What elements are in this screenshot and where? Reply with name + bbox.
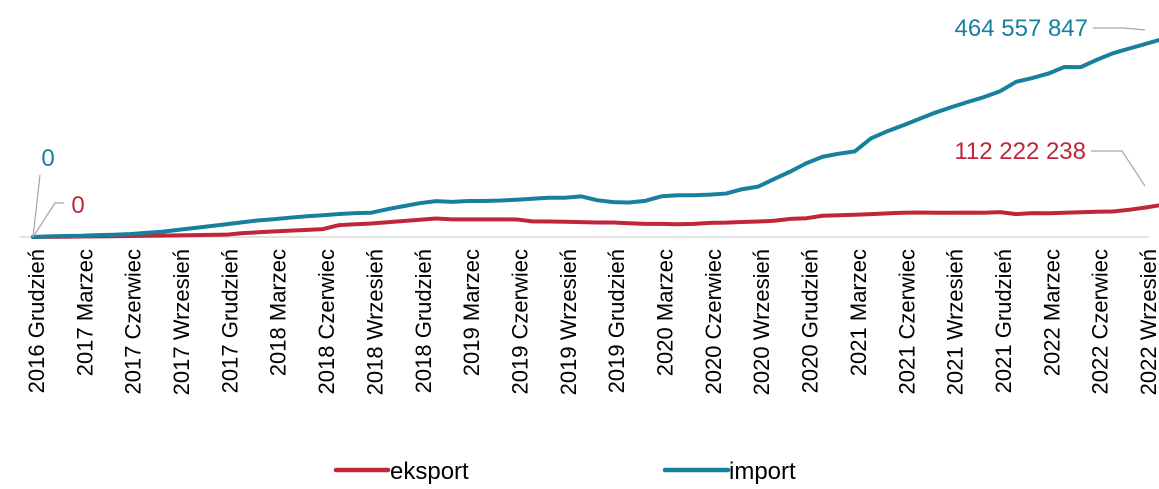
legend-item-import: import xyxy=(662,458,796,485)
x-tick-label: 2022 Marzec xyxy=(1039,249,1064,376)
series-line-import xyxy=(31,37,1159,239)
x-tick-label: 2019 Czerwiec xyxy=(507,249,532,395)
x-tick-label: 2017 Czerwiec xyxy=(121,249,146,395)
series-line-eksport xyxy=(31,203,1159,239)
annotation-leader-line xyxy=(1093,27,1146,31)
x-tick-label: 2018 Marzec xyxy=(266,249,291,376)
x-tick-label: 2020 Grudzień xyxy=(798,249,823,393)
data-label-eksport-start: 0 xyxy=(71,192,84,219)
data-labels: 00 464 557 847 112 222 238 xyxy=(32,15,1146,238)
x-tick-label: 2019 Wrzesień xyxy=(556,249,581,395)
series-lines xyxy=(31,37,1159,239)
x-tick-label: 2018 Czerwiec xyxy=(314,249,339,395)
x-tick-label: 2019 Grudzień xyxy=(604,249,629,393)
legend-label-import: import xyxy=(729,458,796,484)
x-tick-label: 2022 Wrzesień xyxy=(1136,249,1159,395)
x-axis: 2016 Grudzień 2017 Marzec 2017 Czerwiec 201… xyxy=(20,236,1159,395)
x-tick-label: 2016 Grudzień xyxy=(24,249,49,393)
annotation-leader-line xyxy=(1091,150,1146,187)
data-label-import-end: 464 557 847 xyxy=(955,15,1088,42)
x-tick-label: 2021 Wrzesień xyxy=(943,249,968,395)
annotation-leader-line xyxy=(32,174,41,238)
x-tick-label: 2019 Marzec xyxy=(459,249,484,376)
x-tick-label: 2018 Wrzesień xyxy=(362,249,387,395)
x-tick-label: 2020 Wrzesień xyxy=(749,249,774,395)
x-tick-label: 2017 Wrzesień xyxy=(169,249,194,395)
x-tick-label: 2021 Czerwiec xyxy=(894,249,919,395)
x-tick-label: 2017 Grudzień xyxy=(217,249,242,393)
x-tick-label: 2021 Marzec xyxy=(846,249,871,376)
x-tick-label: 2020 Czerwiec xyxy=(701,249,726,395)
data-label-eksport-end: 112 222 238 xyxy=(954,138,1086,165)
legend-label-eksport: eksport xyxy=(390,458,469,484)
x-tick-label: 2022 Czerwiec xyxy=(1088,249,1113,395)
x-tick-label: 2021 Grudzień xyxy=(991,249,1016,393)
legend-item-eksport: eksport xyxy=(333,458,469,485)
data-label-import-start: 0 xyxy=(41,145,54,172)
annotation-leader-line xyxy=(32,202,64,238)
legend: eksport import xyxy=(333,458,796,485)
x-tick-label: 2018 Grudzień xyxy=(411,249,436,393)
x-tick-label: 2017 Marzec xyxy=(72,249,97,376)
x-tick-label: 2020 Marzec xyxy=(653,249,678,376)
